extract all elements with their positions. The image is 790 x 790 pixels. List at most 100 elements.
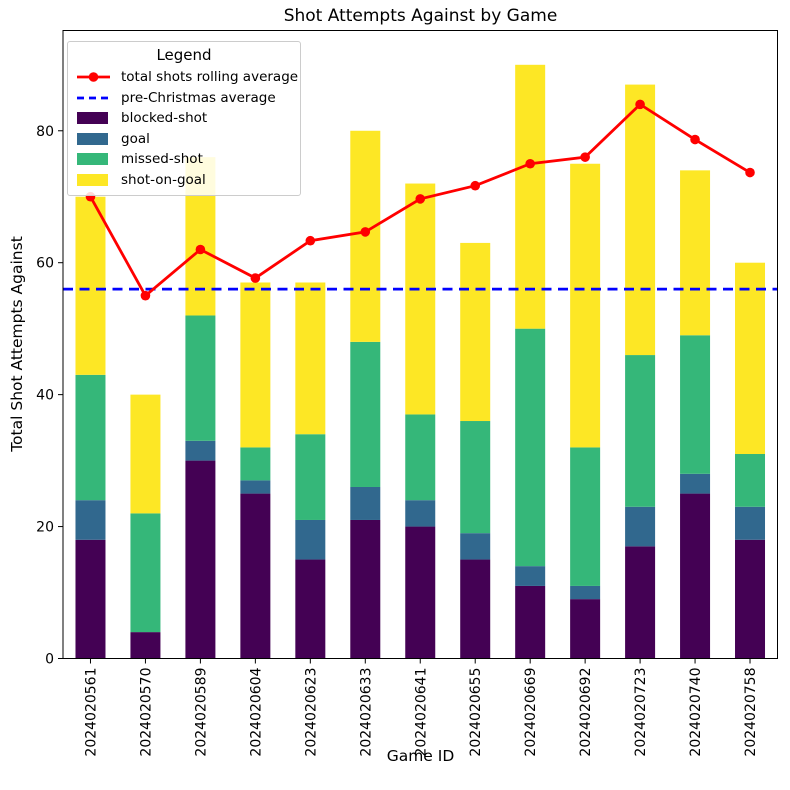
bar-segment-missed-shot	[130, 513, 161, 633]
bar-segment-missed-shot	[185, 315, 216, 441]
legend-label: blocked-shot	[121, 110, 208, 127]
bar-segment-shot-on-goal	[130, 394, 161, 514]
legend-label: total shots rolling average	[121, 69, 299, 86]
rolling-average-marker	[745, 167, 755, 178]
legend-swatch-patch	[77, 132, 108, 145]
bar-segment-blocked-shot	[680, 493, 711, 659]
x-axis-label: Game ID	[386, 747, 455, 765]
x-tick-label: 2024020758	[743, 668, 759, 757]
legend-row: shot-on-goal	[74, 170, 294, 191]
legend-swatch-dashed-line	[77, 96, 110, 100]
bar-segment-blocked-shot	[295, 559, 326, 659]
bar-segment-goal	[240, 480, 271, 494]
legend-swatch-patch	[77, 112, 108, 125]
legend: Legend total shots rolling average pre-Ch…	[67, 41, 301, 196]
rolling-average-marker	[360, 227, 371, 237]
legend-label: shot-on-goal	[121, 171, 206, 188]
x-tick-label: 2024020589	[193, 668, 209, 757]
bar-segment-blocked-shot	[460, 559, 491, 659]
bar-segment-missed-shot	[515, 328, 546, 567]
rolling-average-marker	[195, 244, 206, 255]
y-tick-label: 0	[45, 652, 54, 668]
legend-title: Legend	[156, 46, 212, 64]
x-tick-label: 2024020623	[303, 668, 319, 757]
bar-segment-shot-on-goal	[680, 170, 711, 336]
rolling-average-marker	[525, 158, 535, 169]
bar-segment-goal	[680, 473, 711, 494]
bar-segment-blocked-shot	[570, 599, 601, 659]
chart-title: Shot Attempts Against by Game	[283, 6, 558, 26]
bar-segment-missed-shot	[240, 447, 271, 481]
rolling-average-marker	[580, 152, 590, 162]
legend-label: pre-Christmas average	[121, 89, 276, 106]
bar-segment-shot-on-goal	[625, 84, 656, 356]
bar-segment-shot-on-goal	[735, 262, 766, 455]
bar-segment-goal	[515, 566, 546, 586]
x-tick-label: 2024020692	[578, 668, 594, 757]
y-tick-label: 80	[36, 124, 54, 140]
bar-segment-shot-on-goal	[240, 282, 271, 448]
bar-segment-missed-shot	[570, 447, 601, 586]
bar-segment-blocked-shot	[625, 546, 656, 659]
x-tick-label: 2024020669	[523, 668, 539, 757]
legend-row: total shots rolling average	[74, 67, 298, 88]
legend-row: goal	[74, 129, 294, 150]
legend-label: goal	[121, 130, 150, 147]
bar-segment-blocked-shot	[130, 632, 161, 659]
x-tick-label: 2024020655	[468, 668, 484, 757]
y-tick-label: 60	[36, 256, 54, 272]
y-tick-label: 20	[36, 520, 54, 536]
bar-segment-goal	[460, 533, 491, 560]
bar-segment-missed-shot	[405, 414, 436, 501]
rolling-average-marker	[415, 194, 426, 204]
x-tick-label: 2024020723	[633, 668, 649, 757]
bar-segment-missed-shot	[75, 374, 106, 501]
bar-segment-missed-shot	[625, 355, 656, 507]
rolling-average-marker	[250, 273, 261, 283]
x-tick-label: 2024020633	[358, 668, 374, 757]
bar-segment-blocked-shot	[515, 585, 546, 659]
bar-segment-goal	[735, 506, 766, 540]
bar-segment-shot-on-goal	[570, 163, 601, 448]
bar-segment-goal	[185, 440, 216, 461]
bar-segment-goal	[350, 486, 381, 520]
rolling-average-marker	[140, 290, 151, 301]
y-tick-label: 40	[36, 388, 54, 404]
bar-segment-goal	[75, 500, 106, 540]
legend-swatch-patch	[77, 153, 108, 166]
x-tick-label: 2024020604	[248, 667, 264, 756]
bar-segment-goal	[570, 585, 601, 600]
bar-segment-blocked-shot	[735, 539, 766, 659]
rolling-average-marker	[470, 180, 481, 191]
bar-segment-shot-on-goal	[75, 196, 106, 375]
rolling-average-marker	[635, 99, 645, 110]
legend-row: pre-Christmas average	[74, 88, 294, 109]
legend-row: blocked-shot	[74, 108, 294, 129]
legend-label: missed-shot	[121, 151, 203, 168]
bar-segment-missed-shot	[295, 434, 326, 520]
rolling-average-marker	[305, 235, 316, 246]
bar-segment-shot-on-goal	[515, 64, 546, 329]
bar-segment-shot-on-goal	[405, 183, 436, 415]
legend-rows: total shots rolling average pre-Christmas…	[74, 67, 298, 191]
bar-segment-goal	[405, 500, 436, 527]
bar-segment-blocked-shot	[405, 526, 436, 659]
bar-segment-goal	[295, 519, 326, 560]
x-tick-label: 2024020561	[83, 668, 99, 757]
bar-segment-blocked-shot	[350, 519, 381, 659]
legend-swatch-patch	[77, 173, 108, 186]
bar-segment-missed-shot	[735, 454, 766, 507]
bar-segment-shot-on-goal	[295, 282, 326, 435]
bar-segment-missed-shot	[680, 335, 711, 474]
bar-segment-shot-on-goal	[460, 242, 491, 422]
x-tick-label: 2024020641	[413, 668, 429, 757]
bar-segment-blocked-shot	[75, 539, 106, 659]
bar-segment-blocked-shot	[185, 460, 216, 659]
legend-swatch-line-marker	[77, 72, 110, 83]
rolling-average-marker	[690, 134, 700, 145]
x-tick-label: 2024020570	[138, 668, 154, 757]
bar-segment-missed-shot	[460, 421, 491, 534]
bar-segment-goal	[625, 506, 656, 547]
